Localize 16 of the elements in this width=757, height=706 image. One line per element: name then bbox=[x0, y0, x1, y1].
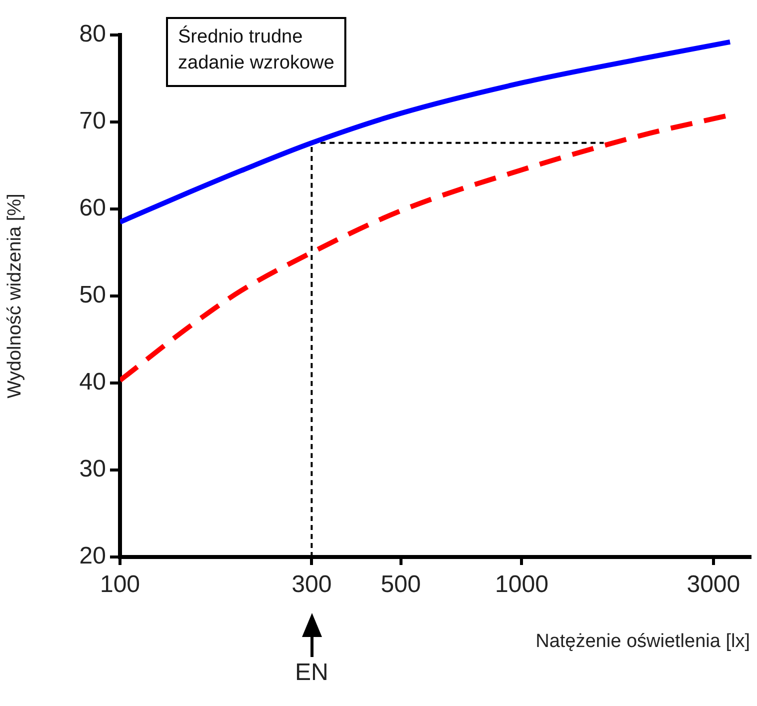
x-tick-label: 1000 bbox=[495, 571, 548, 598]
y-tick-label: 60 bbox=[79, 194, 106, 222]
x-tick-label: 500 bbox=[380, 571, 421, 598]
y-tick-label: 40 bbox=[79, 368, 106, 396]
x-tick-label: 300 bbox=[292, 571, 332, 598]
y-tick-label: 80 bbox=[79, 20, 106, 48]
annotation: EN bbox=[295, 659, 328, 687]
y-tick-label: 70 bbox=[79, 108, 106, 135]
y-tick-label: 30 bbox=[79, 456, 106, 483]
x-axis-title: Natężenie oświetlenia [lx] bbox=[536, 630, 750, 652]
x-tick-label: 3000 bbox=[686, 571, 740, 598]
annotation: Średnio trudne zadanie wzrokowe bbox=[178, 24, 334, 74]
y-axis-title: Wydolność widzenia [%] bbox=[4, 194, 26, 398]
y-tick-label: 50 bbox=[79, 282, 106, 309]
x-tick-label: 100 bbox=[100, 571, 140, 598]
y-tick-label: 20 bbox=[79, 542, 106, 570]
